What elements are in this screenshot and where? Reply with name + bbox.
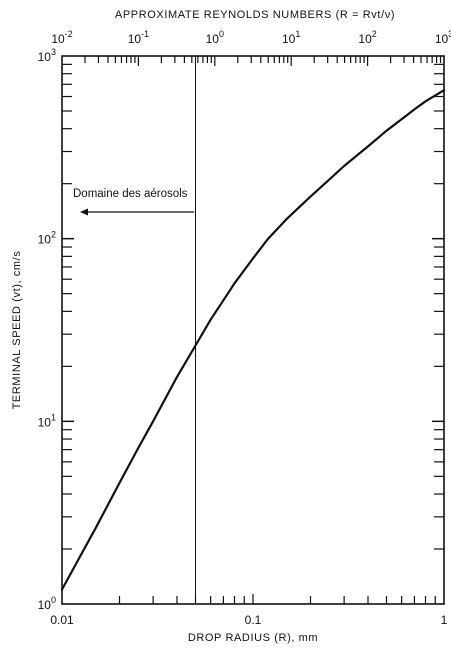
y-tick-label: 102 — [38, 230, 56, 247]
y-axis-title: TERMINAL SPEED (vt), cm/s — [11, 251, 23, 410]
top-axis-title: APPROXIMATE REYNOLDS NUMBERS (R = Rvt/ν) — [115, 9, 395, 21]
top-tick-label: 100 — [206, 29, 224, 46]
arrow-head-icon — [80, 208, 88, 216]
top-tick-label: 10-2 — [51, 29, 72, 46]
terminal-speed-curve — [60, 89, 446, 591]
y-tick-label: 100 — [38, 595, 56, 612]
top-tick-label: 10-1 — [128, 29, 149, 46]
plot-frame — [61, 55, 445, 605]
top-tick-label: 103 — [435, 29, 451, 46]
x-axis-title: DROP RADIUS (R), mm — [188, 632, 318, 644]
tick-marks — [62, 56, 444, 604]
top-tick-label: 101 — [282, 29, 300, 46]
x-tick-label: 0.01 — [50, 613, 74, 627]
y-tick-label: 103 — [38, 47, 56, 64]
x-tick-label: 0.1 — [245, 613, 262, 627]
top-tick-label: 102 — [358, 29, 376, 46]
x-tick-label: 1 — [441, 613, 448, 627]
y-tick-label: 101 — [38, 412, 56, 429]
aerosol-domain-label: Domaine des aérosols — [73, 188, 188, 200]
